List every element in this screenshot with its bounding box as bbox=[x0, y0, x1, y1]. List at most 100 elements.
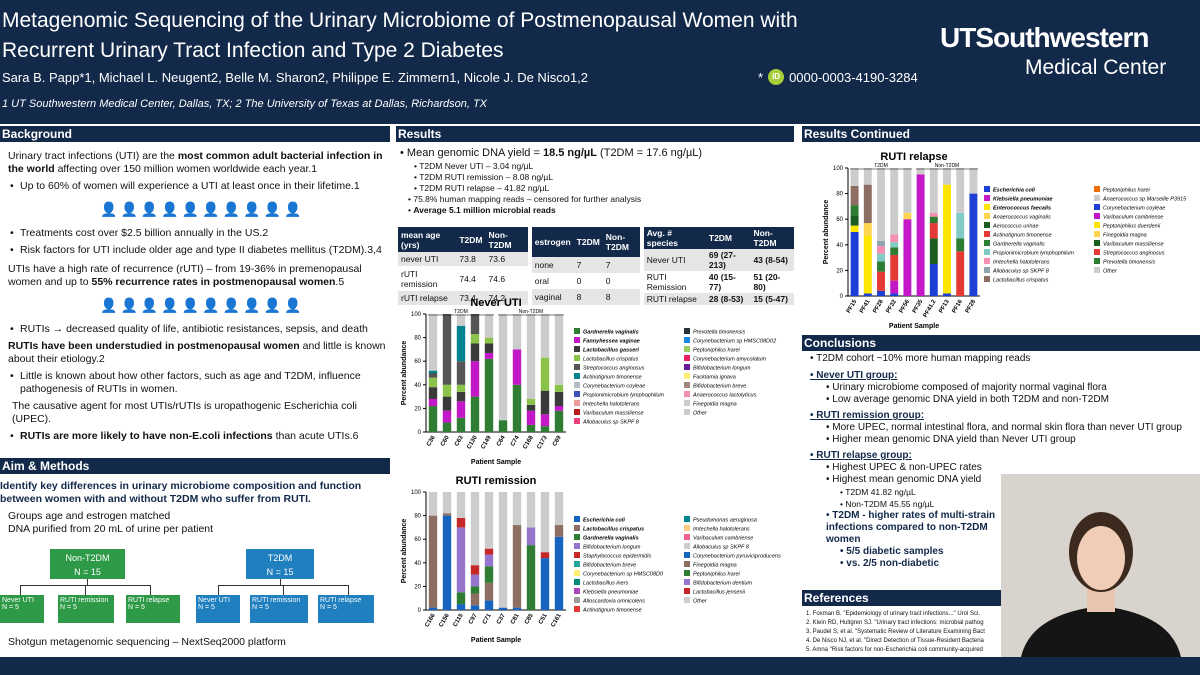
y-tick-label: 0 bbox=[840, 294, 844, 300]
group-label: T2DM bbox=[454, 309, 468, 315]
bar-segment bbox=[498, 420, 508, 432]
table-cell: RUTI Remission bbox=[646, 272, 687, 292]
bar-segment bbox=[540, 558, 550, 610]
bar-segment bbox=[554, 410, 564, 432]
legend-swatch bbox=[1094, 240, 1100, 246]
x-tick-label: C71 bbox=[482, 612, 493, 625]
y-tick-label: 40 bbox=[414, 383, 421, 389]
legend-swatch bbox=[574, 400, 580, 406]
table-row: RUTI relapse 28 (8-53) 15 (5-47) bbox=[643, 293, 794, 305]
conclusions-section: • T2DM cohort ~10% more human mapping re… bbox=[810, 353, 1182, 569]
legend-label: Peptoniphilus harei bbox=[693, 572, 741, 578]
results-continued-heading: Results Continued bbox=[802, 126, 1200, 142]
bar-segment bbox=[877, 240, 885, 247]
legend-swatch bbox=[684, 409, 690, 415]
bar-segment bbox=[456, 361, 466, 385]
bar-segment bbox=[877, 168, 885, 241]
legend-label: Imtechella halotolerans bbox=[993, 260, 1050, 266]
legend-swatch bbox=[684, 373, 690, 379]
y-axis-label: Percent abundance bbox=[401, 341, 408, 406]
never-uti-chart: Never UTI 0 20 40 60 80 100 Percent abundance Pa… bbox=[401, 297, 776, 466]
bar-segment bbox=[512, 492, 522, 526]
bar-segment bbox=[484, 352, 494, 359]
table-cell: 74.4 bbox=[459, 273, 476, 284]
table-cell: Never UTI bbox=[643, 249, 706, 271]
table-header: Non-T2DM bbox=[750, 227, 794, 249]
legend-label: Escherichia coli bbox=[583, 518, 625, 524]
legend-swatch bbox=[1094, 267, 1100, 273]
bar-segment bbox=[470, 593, 480, 606]
legend-swatch bbox=[574, 337, 580, 343]
bar-segment bbox=[428, 370, 438, 373]
legend-swatch bbox=[574, 606, 580, 612]
table-cell: 7 bbox=[602, 256, 640, 273]
bar-segment bbox=[428, 373, 438, 378]
bar-segment bbox=[512, 525, 522, 608]
legend-label: Bifidobacterium longum bbox=[583, 545, 641, 551]
x-tick-label: C161 bbox=[550, 612, 563, 628]
bar-segment bbox=[540, 552, 550, 559]
bar-segment bbox=[526, 424, 536, 432]
legend-swatch bbox=[684, 516, 690, 522]
bar-segment bbox=[890, 293, 899, 296]
bar-segment bbox=[943, 168, 951, 185]
legend-swatch bbox=[574, 418, 580, 424]
bar-segment bbox=[456, 592, 466, 605]
legend-label: Corynebacterium coyleae bbox=[1103, 206, 1165, 212]
bar-segment bbox=[863, 235, 872, 294]
legend-swatch bbox=[984, 249, 990, 255]
results-heading: Results bbox=[396, 126, 794, 142]
legend-label: Bifidobacterium longum bbox=[693, 366, 751, 372]
bar-segment bbox=[470, 343, 480, 362]
bar-segment bbox=[969, 193, 978, 296]
bar-segment bbox=[512, 349, 522, 385]
legend-swatch bbox=[574, 346, 580, 352]
x-tick-label: C130 bbox=[466, 434, 479, 450]
bar-segment bbox=[470, 574, 480, 587]
bar-segment bbox=[484, 554, 494, 567]
bar-segment bbox=[428, 398, 438, 407]
group-label: Non-T2DM bbox=[519, 309, 543, 315]
group-label: T2DM bbox=[874, 163, 888, 169]
bar-segment bbox=[484, 548, 494, 555]
table-header: Non-T2DM bbox=[602, 227, 640, 257]
bar-segment bbox=[554, 314, 564, 385]
table-cell: 28 (8-53) bbox=[705, 293, 751, 305]
bar-segment bbox=[484, 600, 494, 610]
table-cell: 73.4 bbox=[456, 291, 486, 305]
bar-segment bbox=[943, 184, 951, 294]
legend-swatch bbox=[574, 328, 580, 334]
x-tick-label: PF56 bbox=[899, 298, 912, 314]
bar-segment bbox=[890, 280, 899, 294]
legend-swatch bbox=[684, 364, 690, 370]
legend-label: Gardnerella vaginalis bbox=[993, 242, 1045, 248]
bar-segment bbox=[498, 314, 508, 421]
x-tick-label: C168 bbox=[522, 434, 535, 450]
bar-segment bbox=[929, 264, 938, 296]
legend-swatch bbox=[684, 337, 690, 343]
group-label: Non-T2DM bbox=[935, 163, 959, 169]
table-cell: RUTI relapse bbox=[643, 293, 706, 305]
bar-segment bbox=[456, 604, 466, 610]
legend-swatch bbox=[984, 258, 990, 264]
legend-swatch bbox=[684, 561, 690, 567]
legend-label: Actinotignum timonense bbox=[582, 608, 642, 614]
bar-segment bbox=[540, 357, 550, 391]
legend-swatch bbox=[984, 213, 990, 219]
bar-segment bbox=[540, 314, 550, 358]
bar-segment bbox=[540, 414, 550, 427]
bar-segment bbox=[554, 391, 564, 407]
legend-label: Lactobacillus gasseri bbox=[583, 348, 639, 354]
legend-swatch bbox=[1094, 258, 1100, 264]
bar-segment bbox=[428, 492, 438, 516]
bar-segment bbox=[877, 290, 885, 296]
table-header: T2DM bbox=[705, 227, 751, 249]
bar-segment bbox=[428, 377, 438, 388]
legend-swatch bbox=[684, 597, 690, 603]
bar-segment bbox=[456, 517, 466, 528]
bar-segment bbox=[456, 384, 466, 392]
x-axis-label: Patient Sample bbox=[471, 459, 521, 466]
bar-segment bbox=[850, 225, 859, 232]
y-tick-label: 0 bbox=[418, 608, 422, 614]
x-tick-label: C115 bbox=[453, 612, 466, 628]
